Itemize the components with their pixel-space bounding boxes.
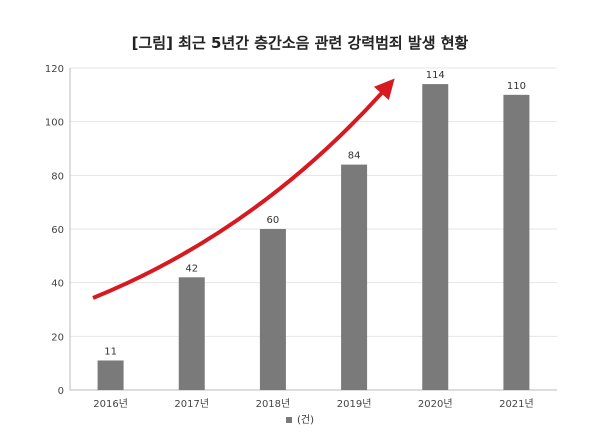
bar — [259, 229, 286, 390]
y-tick-label: 120 — [45, 64, 64, 75]
y-tick-label: 60 — [51, 225, 64, 236]
data-label: 60 — [267, 215, 280, 226]
bar — [178, 277, 205, 390]
legend-label: (건) — [296, 415, 314, 426]
data-label: 84 — [348, 151, 361, 162]
y-tick-label: 100 — [45, 118, 64, 129]
bar — [422, 84, 449, 390]
data-label: 11 — [104, 346, 117, 357]
y-tick-label: 40 — [51, 279, 64, 290]
x-tick-label: 2018년 — [256, 398, 291, 410]
chart-title: [그림] 최근 5년간 층간소음 관련 강력범죄 발생 현황 — [131, 34, 469, 52]
x-tick-label: 2016년 — [93, 398, 128, 410]
legend: (건) — [0, 411, 600, 426]
y-tick-label: 0 — [58, 386, 64, 397]
x-tick-label: 2021년 — [499, 398, 534, 410]
data-label: 110 — [507, 81, 526, 92]
data-label: 114 — [426, 70, 445, 81]
legend-swatch — [285, 417, 292, 423]
y-tick-label: 20 — [51, 332, 64, 343]
bar — [341, 164, 368, 390]
bar — [503, 94, 530, 390]
x-tick-label: 2017년 — [174, 398, 209, 410]
x-tick-label: 2019년 — [337, 398, 372, 410]
trend-arrow — [92, 78, 395, 300]
data-label: 42 — [185, 263, 198, 274]
y-tick-label: 80 — [51, 171, 64, 182]
x-tick-label: 2020년 — [418, 398, 453, 410]
bar — [97, 360, 124, 390]
